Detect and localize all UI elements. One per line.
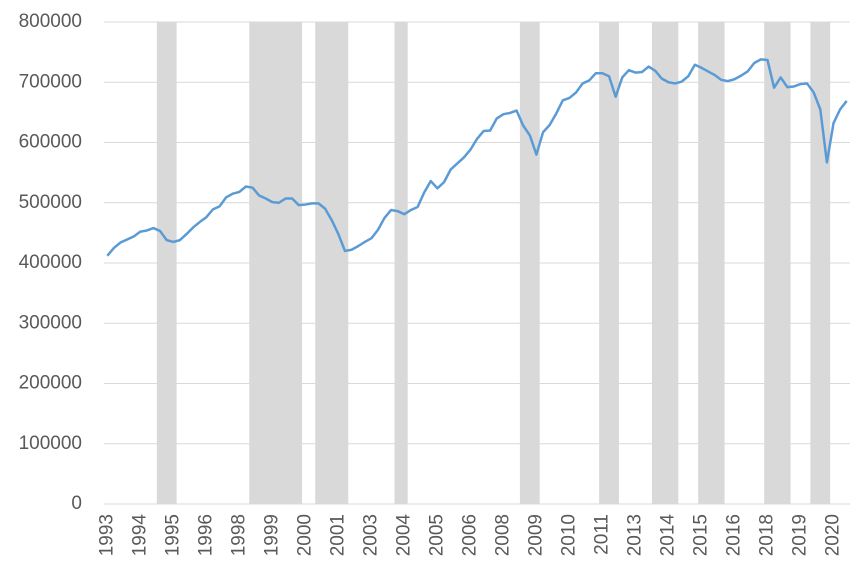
x-tick-label: 1994 bbox=[129, 514, 150, 557]
x-tick-label: 2008 bbox=[492, 514, 513, 556]
x-tick-label: 2019 bbox=[790, 514, 811, 556]
y-tick-label: 800000 bbox=[19, 11, 82, 32]
y-tick-label: 100000 bbox=[19, 433, 82, 454]
y-tick-label: 0 bbox=[71, 493, 82, 514]
x-tick-label: 1996 bbox=[195, 514, 216, 556]
x-tick-label: 1999 bbox=[261, 514, 282, 556]
y-tick-label: 700000 bbox=[19, 71, 82, 92]
y-tick-label: 600000 bbox=[19, 132, 82, 153]
x-tick-label: 2016 bbox=[723, 514, 744, 556]
x-tick-label: 2003 bbox=[360, 514, 381, 556]
x-tick-label: 2020 bbox=[823, 514, 844, 556]
y-tick-label: 500000 bbox=[19, 192, 82, 213]
x-tick-label: 2014 bbox=[657, 514, 678, 557]
x-tick-label: 2004 bbox=[393, 514, 414, 557]
x-tick-label: 2013 bbox=[624, 514, 645, 556]
y-tick-label: 300000 bbox=[19, 312, 82, 333]
y-tick-label: 400000 bbox=[19, 252, 82, 273]
x-tick-label: 1998 bbox=[228, 514, 249, 556]
data-line bbox=[106, 58, 848, 257]
x-tick-label: 2011 bbox=[591, 514, 612, 555]
x-tick-label: 2001 bbox=[327, 514, 348, 556]
x-tick-label: 2010 bbox=[558, 514, 579, 556]
x-tick-label: 2000 bbox=[294, 514, 315, 556]
x-tick-label: 1993 bbox=[96, 514, 117, 556]
x-tick-label: 1995 bbox=[162, 514, 183, 556]
x-tick-label: 2005 bbox=[426, 514, 447, 556]
y-tick-label: 200000 bbox=[19, 373, 82, 394]
x-tick-label: 2006 bbox=[459, 514, 480, 556]
x-tick-label: 2015 bbox=[690, 514, 711, 556]
x-tick-label: 2009 bbox=[525, 514, 546, 556]
x-tick-label: 2018 bbox=[756, 514, 777, 556]
